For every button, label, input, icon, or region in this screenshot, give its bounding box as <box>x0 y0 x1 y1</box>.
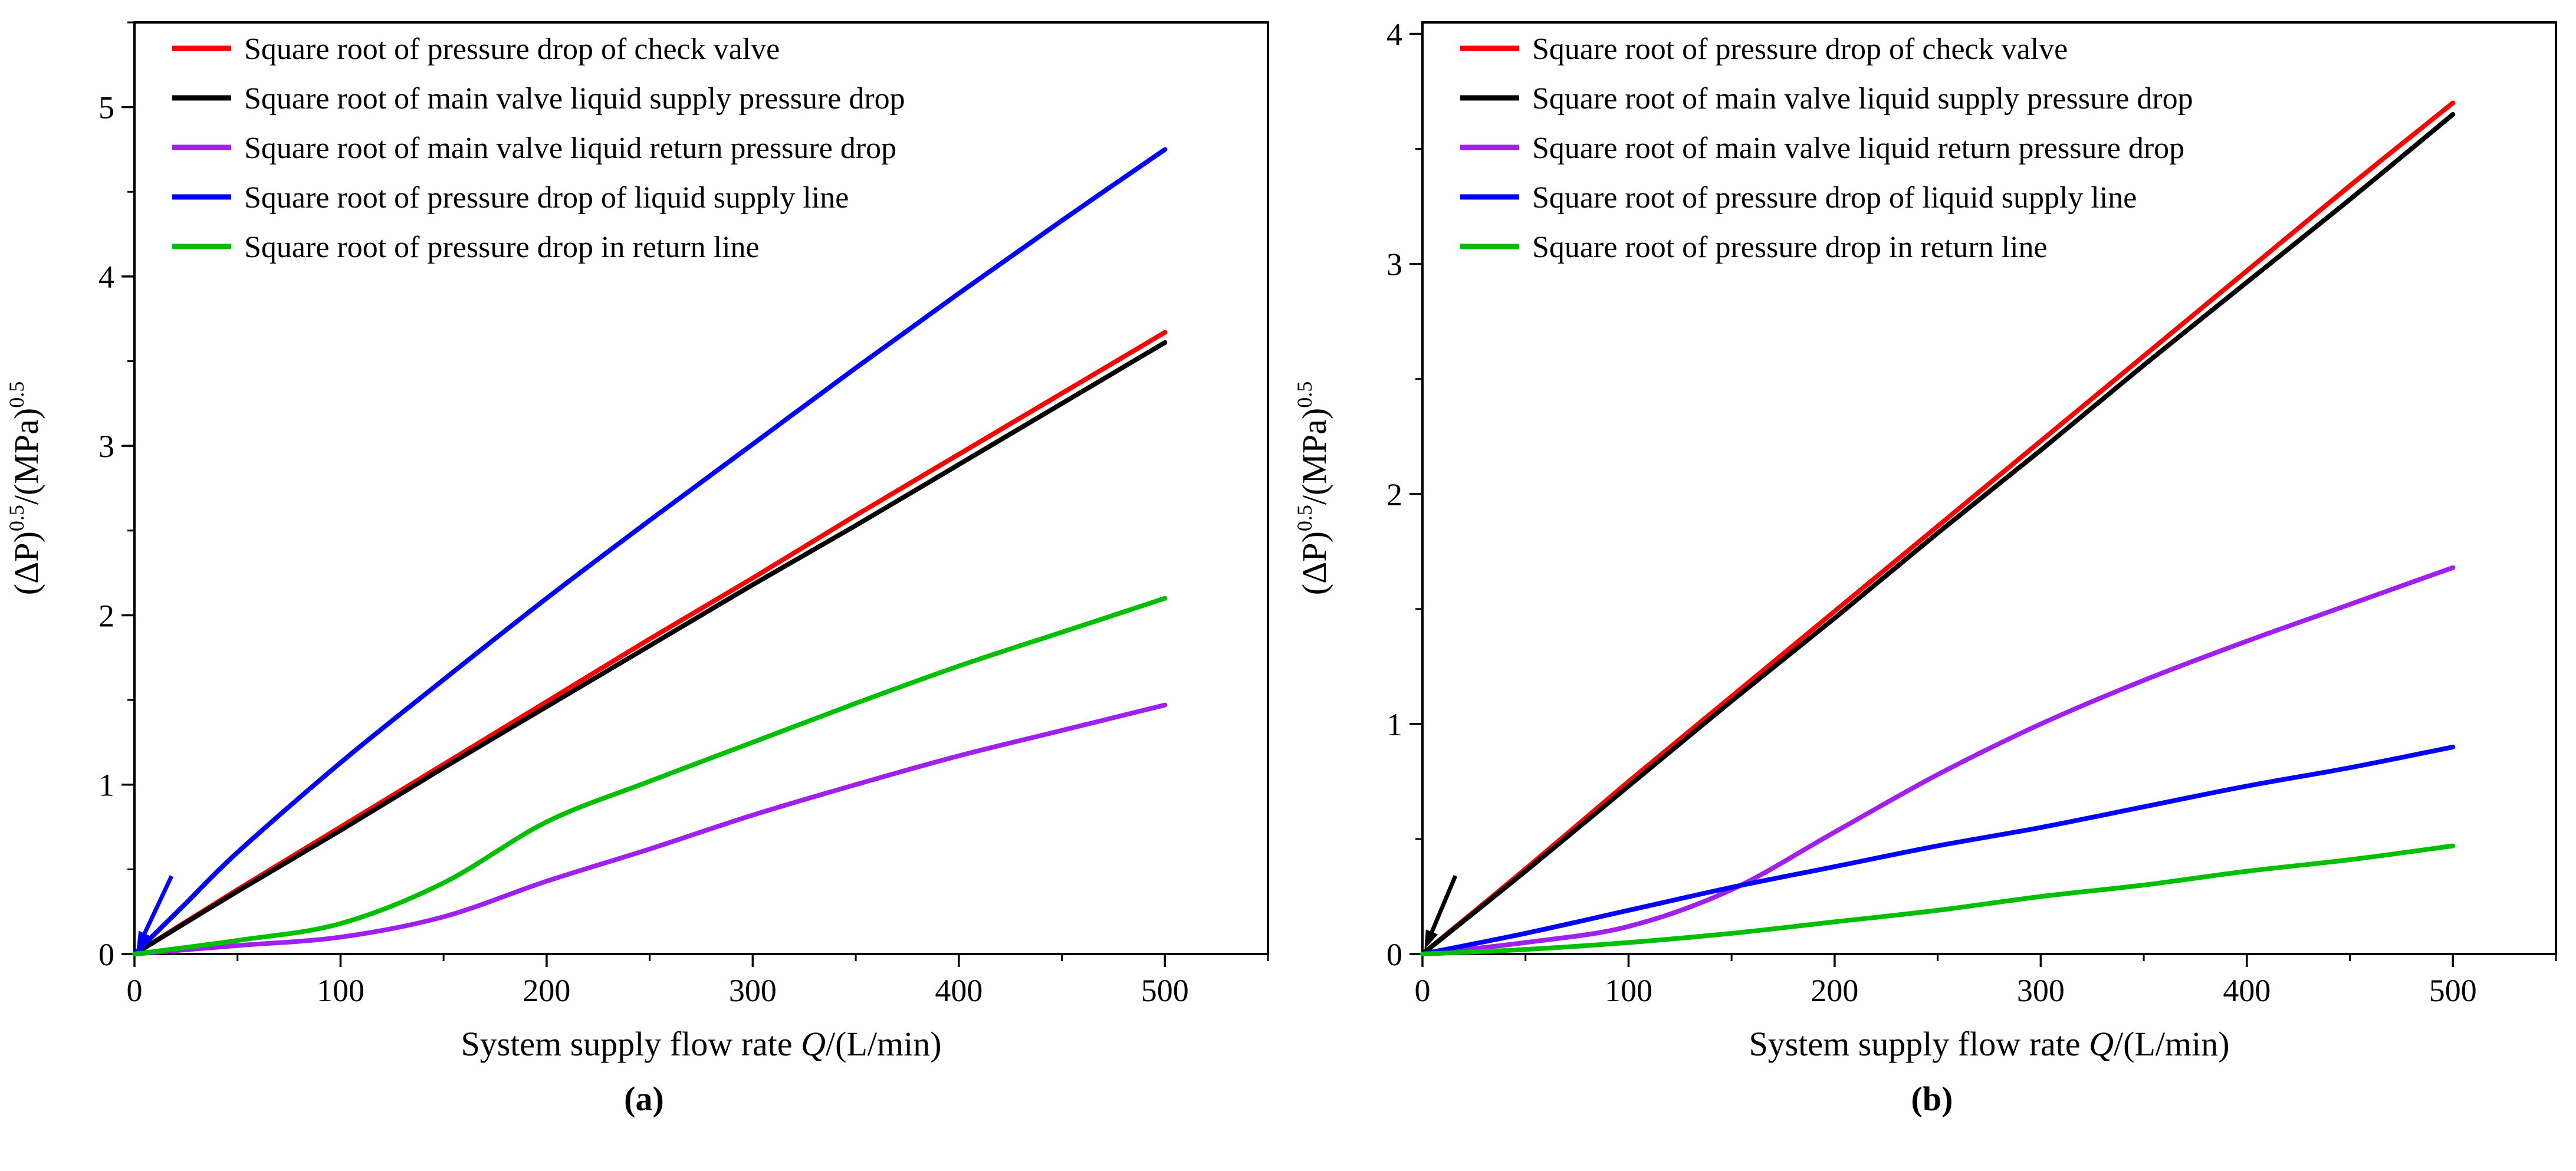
legend-label: Square root of main valve liquid return … <box>1532 131 2184 165</box>
x-tick-label: 200 <box>523 973 570 1008</box>
x-tick-label: 400 <box>935 973 983 1008</box>
legend-item: Square root of main valve liquid return … <box>1460 131 2184 165</box>
x-tick-label: 0 <box>1415 973 1431 1008</box>
series-line-2 <box>1420 565 2456 956</box>
chart-panel-b: 0 100 200 300 400 500 0 1 2 3 4 System supply flow … <box>1288 6 2576 1165</box>
x-tick-label: 300 <box>729 973 777 1008</box>
y-tick-label: 0 <box>98 937 114 972</box>
x-axis-label: System supply flow rate Q/(L/min) <box>461 1025 941 1063</box>
origin-arrow-head <box>136 930 151 951</box>
x-tick-label: 500 <box>2429 973 2477 1008</box>
series-line-4 <box>1420 843 2456 956</box>
legend-item: Square root of main valve liquid supply … <box>172 82 905 116</box>
y-tick-label: 0 <box>1386 937 1402 972</box>
legend-label: Square root of main valve liquid supply … <box>1532 82 2193 116</box>
chart-b-caption: (b) <box>1911 1080 1953 1118</box>
y-tick-label: 2 <box>98 598 114 633</box>
legend-item: Square root of pressure drop of liquid s… <box>1460 181 2137 215</box>
series-line-0 <box>1420 100 2456 956</box>
chart-a-svg: 0 100 200 300 400 500 0 1 2 3 4 5 System supply flow… <box>5 21 1269 1063</box>
x-tick-label: 200 <box>1811 973 1858 1008</box>
series-line-1 <box>1420 112 2456 956</box>
legend-label: Square root of main valve liquid supply … <box>244 82 905 116</box>
series-line-3 <box>132 147 1168 956</box>
origin-arrow-head <box>1424 929 1438 950</box>
origin-arrow-tail <box>139 875 174 943</box>
y-tick-label: 3 <box>1386 247 1402 282</box>
x-tick-label: 100 <box>1605 973 1652 1008</box>
x-tick-label: 400 <box>2223 973 2271 1008</box>
legend-item: Square root of pressure drop of check va… <box>1460 32 2068 66</box>
chart-panel-a: 0 100 200 300 400 500 0 1 2 3 4 5 System supply flow… <box>0 6 1288 1165</box>
legend-item: Square root of pressure drop in return l… <box>172 231 760 264</box>
x-tick-label: 100 <box>317 973 364 1008</box>
legend-item: Square root of pressure drop in return l… <box>1460 231 2048 264</box>
y-tick-label: 3 <box>98 429 114 464</box>
y-tick-label: 5 <box>98 90 114 126</box>
legend-label: Square root of pressure drop in return l… <box>1532 231 2048 264</box>
legend-label: Square root of pressure drop of check va… <box>1532 32 2068 66</box>
chart-b-svg: 0 100 200 300 400 500 0 1 2 3 4 System supply flow … <box>1293 17 2557 1063</box>
x-axis-label: System supply flow rate Q/(L/min) <box>1749 1025 2229 1063</box>
legend-item: Square root of main valve liquid supply … <box>1460 82 2193 116</box>
y-tick-label: 2 <box>1386 477 1402 512</box>
legend-item: Square root of main valve liquid return … <box>172 131 896 165</box>
series-line-0 <box>132 330 1168 956</box>
y-axis-label: (ΔP)0.5/(MPa)0.5 <box>1293 381 1333 596</box>
legend-label: Square root of pressure drop of check va… <box>244 32 780 66</box>
origin-arrow-tail <box>1426 875 1458 942</box>
y-tick-label: 1 <box>1386 707 1402 742</box>
y-tick-label: 4 <box>98 259 114 295</box>
plot-frame <box>133 21 1269 955</box>
legend-label: Square root of pressure drop of liquid s… <box>1532 181 2137 215</box>
x-tick-label: 300 <box>2017 973 2065 1008</box>
plot-frame <box>1421 21 2557 955</box>
x-tick-label: 500 <box>1141 973 1189 1008</box>
series-line-4 <box>132 596 1168 956</box>
x-tick-label: 0 <box>127 973 143 1008</box>
legend-item: Square root of pressure drop of check va… <box>172 32 780 66</box>
legend-label: Square root of pressure drop of liquid s… <box>244 181 849 215</box>
y-tick-label: 4 <box>1386 17 1402 52</box>
series-line-3 <box>1420 744 2456 956</box>
series-line-2 <box>132 702 1168 956</box>
y-tick-label: 1 <box>98 768 114 803</box>
series-line-1 <box>132 340 1168 956</box>
y-axis-label: (ΔP)0.5/(MPa)0.5 <box>5 381 45 596</box>
legend-label: Square root of pressure drop in return l… <box>244 231 760 264</box>
legend-item: Square root of pressure drop of liquid s… <box>172 181 849 215</box>
chart-a-caption: (a) <box>624 1080 664 1118</box>
legend-label: Square root of main valve liquid return … <box>244 131 896 165</box>
